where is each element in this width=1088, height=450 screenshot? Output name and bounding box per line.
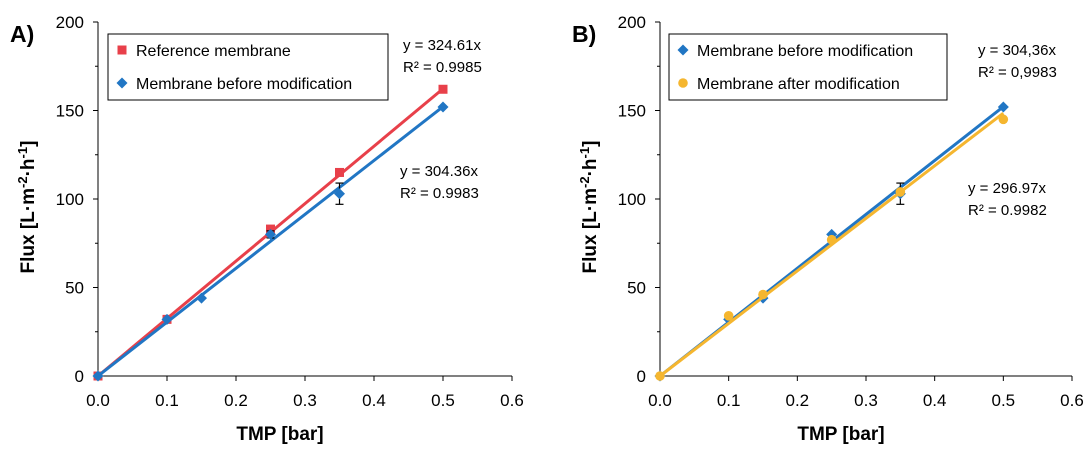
fit-line [97, 105, 444, 378]
x-tick-label: 0.4 [923, 391, 947, 410]
fit-equation: y = 304,36x [978, 42, 1056, 59]
x-axis-title: TMP [bar] [236, 424, 323, 445]
legend: Membrane before modification Membrane aft… [668, 33, 948, 101]
data-point [723, 311, 734, 321]
data-point [758, 289, 768, 300]
x-tick-label: 0.3 [293, 391, 317, 410]
legend-box [668, 33, 948, 101]
fit-equation: y = 324.61x [403, 37, 481, 54]
data-point [895, 187, 906, 197]
chart-panel-1: A) 0.0 0.1 0.2 0.3 0.4 0.5 0.6 0 50 100 150 200 TMP [… [10, 13, 524, 445]
panel-label: A) [10, 21, 34, 47]
data-point [437, 101, 449, 113]
y-tick-label: 150 [56, 102, 84, 121]
data-point [334, 188, 345, 200]
x-tick-label: 0.6 [500, 391, 524, 410]
x-tick-label: 0.4 [362, 391, 386, 410]
y-tick-label: 100 [618, 190, 646, 209]
fit-r2: R² = 0,9983 [978, 64, 1057, 81]
legend-label: Membrane after modification [697, 76, 900, 93]
data-point [997, 101, 1009, 113]
fit-equation: y = 304.36x [400, 163, 478, 180]
legend: Reference membrane Membrane before modifi… [107, 33, 389, 101]
x-tick-label: 0.1 [155, 391, 179, 410]
legend-box [107, 33, 389, 101]
data-point [92, 370, 104, 382]
y-tick-label: 0 [637, 367, 646, 386]
fit-equation: y = 296.97x [968, 180, 1046, 197]
x-tick-label: 0.1 [717, 391, 741, 410]
legend-marker [678, 78, 688, 88]
legend-marker [117, 45, 127, 55]
x-tick-label: 0.2 [786, 391, 810, 410]
y-tick-label: 0 [75, 367, 84, 386]
data-point [265, 228, 276, 240]
fit-r2: R² = 0.9985 [403, 59, 482, 76]
y-tick-label: 200 [618, 13, 646, 32]
x-tick-label: 0.0 [648, 391, 672, 410]
x-axis-title: TMP [bar] [797, 424, 884, 445]
data-point [826, 234, 837, 245]
data-point [655, 371, 665, 381]
legend-label: Membrane before modification [136, 76, 352, 93]
x-tick-label: 0.6 [1060, 391, 1084, 410]
fit-line [659, 111, 1005, 378]
y-tick-label: 100 [56, 190, 84, 209]
x-tick-label: 0.5 [992, 391, 1016, 410]
data-point [998, 114, 1009, 125]
data-point [161, 313, 173, 325]
panel-label: B) [572, 21, 596, 47]
y-axis-title: Flux [L·m-2·h-1] [577, 141, 601, 274]
data-point [335, 167, 344, 177]
y-tick-label: 150 [618, 102, 646, 121]
y-axis-title: Flux [L·m-2·h-1] [15, 141, 39, 274]
y-tick-label: 50 [65, 279, 84, 298]
data-point [196, 292, 207, 304]
legend-label: Reference membrane [136, 43, 291, 60]
x-tick-label: 0.5 [431, 391, 455, 410]
chart-panel-2: B) 0.0 0.1 0.2 0.3 0.4 0.5 0.6 0 50 100 150 200 TMP [… [572, 13, 1084, 445]
legend-marker [116, 77, 128, 89]
legend-marker [677, 44, 689, 56]
x-tick-label: 0.3 [854, 391, 878, 410]
y-tick-label: 200 [56, 13, 84, 32]
legend-label: Membrane before modification [697, 43, 913, 60]
fit-r2: R² = 0.9983 [400, 185, 479, 202]
data-point [438, 84, 448, 94]
y-tick-label: 50 [627, 279, 646, 298]
x-tick-label: 0.2 [224, 391, 248, 410]
x-tick-label: 0.0 [86, 391, 110, 410]
fit-r2: R² = 0.9982 [968, 202, 1047, 219]
